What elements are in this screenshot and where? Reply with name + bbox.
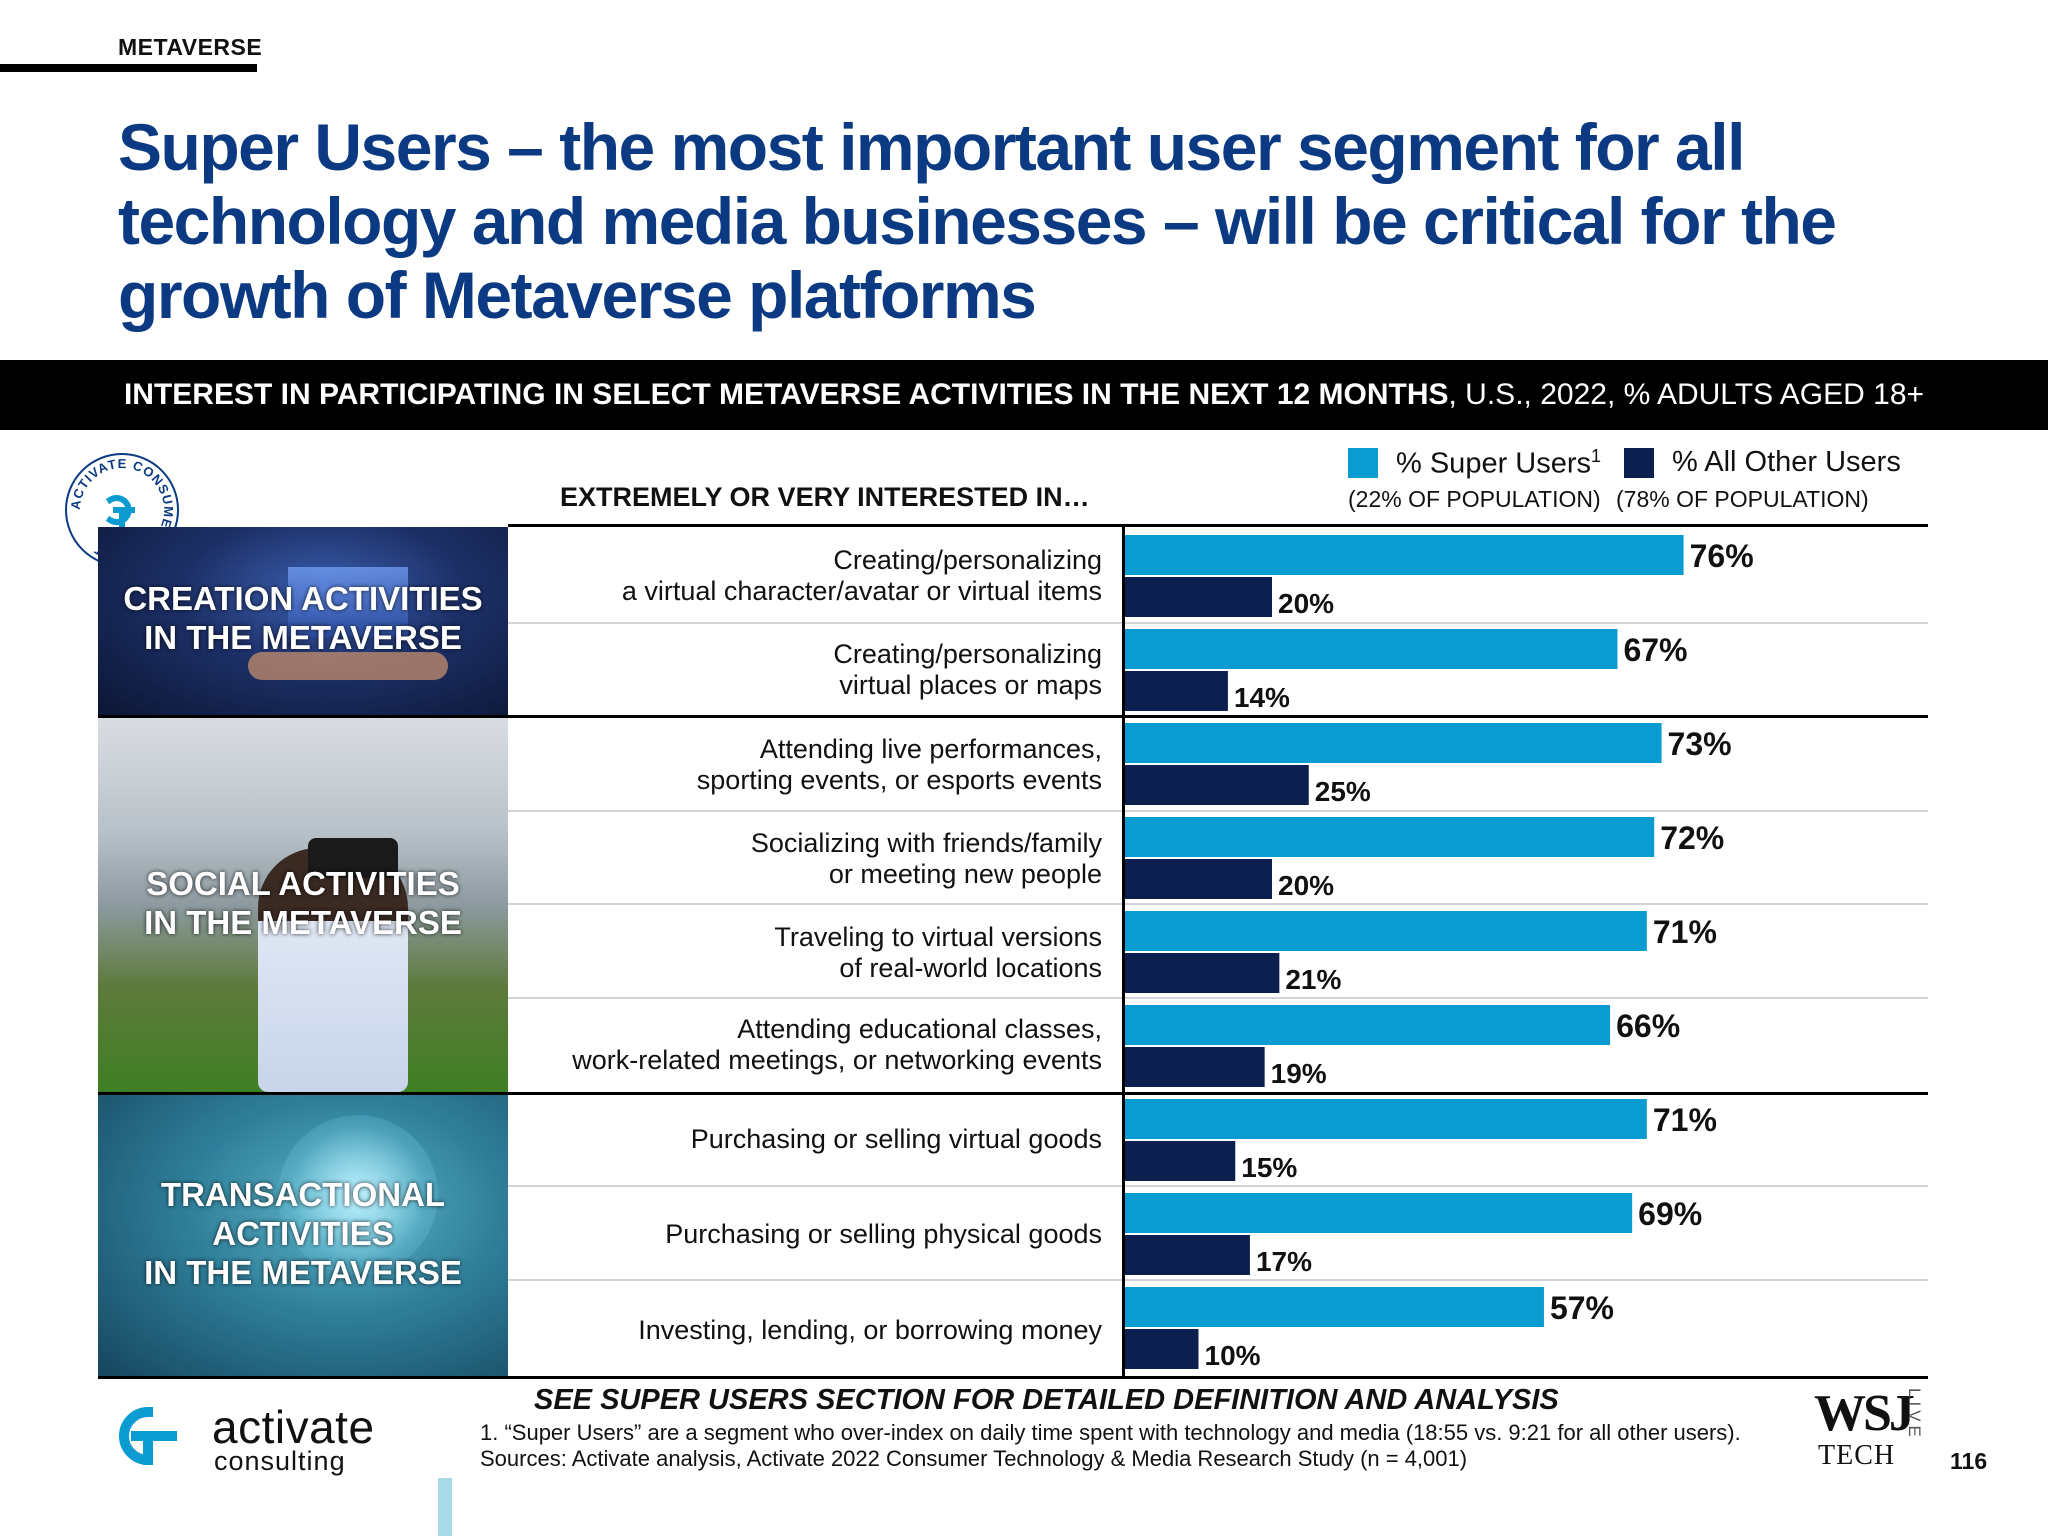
row-label: Attending educational classes, work-relat… bbox=[572, 1014, 1102, 1075]
data-label-other-users: 20% bbox=[1278, 870, 1334, 901]
data-label-other-users: 20% bbox=[1278, 588, 1334, 619]
row-divider bbox=[508, 1279, 1928, 1281]
accent-bar bbox=[438, 1478, 452, 1536]
data-label-other-users: 21% bbox=[1285, 964, 1341, 995]
activate-logo-mark-icon bbox=[119, 1406, 177, 1466]
footnote-bold: SEE SUPER USERS SECTION FOR DETAILED DEF… bbox=[534, 1384, 1559, 1416]
data-label-other-users: 15% bbox=[1241, 1152, 1297, 1183]
row-label: Creating/personalizing virtual places or … bbox=[833, 639, 1102, 700]
legend-sub-other: (78% OF POPULATION) bbox=[1616, 486, 1869, 512]
row-label: Investing, lending, or borrowing money bbox=[638, 1315, 1102, 1345]
bar-other-users bbox=[1125, 1329, 1199, 1369]
activate-logo: activate consulting bbox=[118, 1400, 418, 1480]
footnote-sources: Sources: Activate analysis, Activate 202… bbox=[480, 1446, 1468, 1471]
row-divider bbox=[508, 622, 1928, 624]
bar-super-users bbox=[1125, 723, 1662, 763]
consumer-insight-seal-icon: ACTIVATE CONSUMER INSIGHT bbox=[65, 453, 179, 567]
data-label-other-users: 14% bbox=[1234, 682, 1290, 713]
data-label-super-users: 69% bbox=[1638, 1196, 1702, 1232]
legend-label-other: % All Other Users bbox=[1672, 446, 1901, 478]
row-label: Purchasing or selling physical goods bbox=[665, 1219, 1102, 1249]
wsj-text: WSJ bbox=[1814, 1385, 1915, 1442]
bar-other-users bbox=[1125, 1235, 1250, 1275]
data-label-super-users: 71% bbox=[1653, 1102, 1717, 1138]
logo-word-activate: activate bbox=[212, 1401, 375, 1453]
group-panel-social: SOCIAL ACTIVITIES IN THE METAVERSE bbox=[98, 718, 508, 1092]
data-label-super-users: 76% bbox=[1690, 538, 1754, 574]
data-label-super-users: 57% bbox=[1550, 1290, 1614, 1326]
live-text: LIVE bbox=[1905, 1388, 1924, 1441]
group-label-creation: CREATION ACTIVITIES IN THE METAVERSE bbox=[123, 580, 483, 656]
data-label-super-users: 72% bbox=[1660, 820, 1724, 856]
data-label-other-users: 25% bbox=[1315, 776, 1371, 807]
legend-swatch-other bbox=[1624, 448, 1654, 478]
group-divider bbox=[98, 1376, 1928, 1379]
row-divider bbox=[508, 810, 1928, 812]
data-label-super-users: 71% bbox=[1653, 914, 1717, 950]
bar-super-users bbox=[1125, 1287, 1544, 1327]
row-divider bbox=[508, 1185, 1928, 1187]
bar-super-users bbox=[1125, 911, 1647, 951]
page-title: Super Users – the most important user se… bbox=[118, 110, 1837, 332]
group-label-transactional: TRANSACTIONAL ACTIVITIES IN THE METAVERS… bbox=[144, 1176, 462, 1291]
data-label-other-users: 19% bbox=[1271, 1058, 1327, 1089]
chart-banner: INTEREST IN PARTICIPATING IN SELECT META… bbox=[0, 360, 2048, 430]
social-person-graphic bbox=[258, 848, 408, 1092]
group-panel-creation: CREATION ACTIVITIES IN THE METAVERSE bbox=[98, 527, 508, 715]
footnote-1: 1. “Super Users” are a segment who over-… bbox=[480, 1420, 1741, 1445]
column-header: EXTREMELY OR VERY INTERESTED IN… bbox=[560, 482, 1090, 512]
vr-headset-icon bbox=[308, 838, 398, 878]
row-divider bbox=[508, 903, 1928, 905]
bar-super-users bbox=[1125, 1193, 1633, 1233]
group-panel-transactional: TRANSACTIONAL ACTIVITIES IN THE METAVERS… bbox=[98, 1095, 508, 1376]
bar-super-users bbox=[1125, 629, 1618, 669]
row-divider bbox=[508, 997, 1928, 999]
banner-bold-text: INTEREST IN PARTICIPATING IN SELECT META… bbox=[123, 378, 1449, 411]
bar-super-users bbox=[1125, 1005, 1611, 1045]
bar-other-users bbox=[1125, 577, 1272, 617]
data-label-super-users: 73% bbox=[1668, 726, 1732, 762]
chart-top-rule bbox=[508, 524, 1928, 527]
row-label: Attending live performances, sporting eve… bbox=[696, 734, 1102, 795]
logo-word-consulting: consulting bbox=[214, 1446, 346, 1476]
creation-hand-graphic bbox=[248, 652, 448, 680]
legend-swatch-super bbox=[1348, 448, 1378, 478]
data-label-other-users: 10% bbox=[1205, 1340, 1261, 1371]
transactional-glow-graphic bbox=[278, 1115, 438, 1275]
row-label: Purchasing or selling virtual goods bbox=[690, 1124, 1102, 1154]
banner-rest-text: , U.S., 2022, % ADULTS AGED 18+ bbox=[1448, 378, 1925, 411]
bar-other-users bbox=[1125, 765, 1309, 805]
creation-city-graphic bbox=[288, 567, 408, 637]
group-divider bbox=[98, 715, 1928, 718]
bar-other-users bbox=[1125, 859, 1272, 899]
bar-super-users bbox=[1125, 535, 1684, 575]
wsj-tech-live-logo: WSJ TECH LIVE bbox=[1808, 1384, 1928, 1476]
bar-super-users bbox=[1125, 817, 1655, 857]
bar-other-users bbox=[1125, 1047, 1265, 1087]
tech-text: TECH bbox=[1818, 1440, 1896, 1471]
row-label: Traveling to virtual versions of real-wor… bbox=[774, 922, 1102, 983]
bar-other-users bbox=[1125, 953, 1280, 993]
row-label: Creating/personalizing a virtual characte… bbox=[621, 545, 1102, 606]
footnote: 1. “Super Users” are a segment who over-… bbox=[480, 1420, 1741, 1472]
group-label-social: SOCIAL ACTIVITIES IN THE METAVERSE bbox=[144, 865, 462, 941]
group-divider bbox=[98, 1092, 1928, 1095]
section-rule bbox=[0, 64, 257, 72]
chart-axis-line bbox=[1122, 524, 1125, 1376]
legend-label-super: % Super Users1 bbox=[1396, 446, 1602, 480]
bar-other-users bbox=[1125, 1141, 1236, 1181]
data-label-super-users: 67% bbox=[1623, 632, 1687, 668]
data-label-other-users: 17% bbox=[1256, 1246, 1312, 1277]
row-label: Socializing with friends/family or meetin… bbox=[750, 828, 1102, 889]
data-label-super-users: 66% bbox=[1616, 1008, 1680, 1044]
section-tag: METAVERSE bbox=[118, 34, 263, 60]
legend-sub-super: (22% OF POPULATION) bbox=[1348, 486, 1601, 512]
bar-other-users bbox=[1125, 671, 1228, 711]
bar-super-users bbox=[1125, 1099, 1647, 1139]
page-number: 116 bbox=[1950, 1448, 1988, 1474]
